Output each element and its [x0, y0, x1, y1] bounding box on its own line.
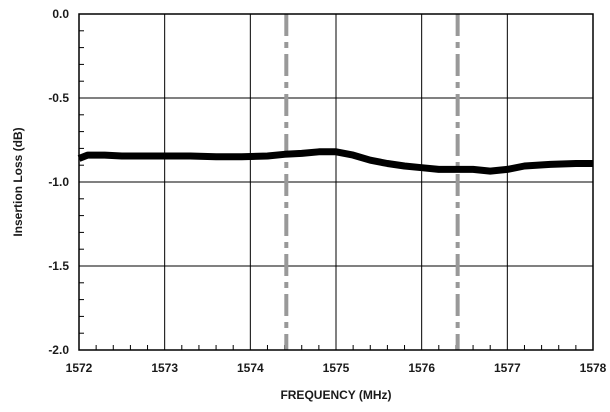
y-axis-title: Insertion Loss (dB): [11, 127, 25, 236]
x-tick-label: 1577: [494, 361, 521, 375]
y-tick-labels: 0.0 -0.5 -1.0 -1.5 -2.0: [48, 7, 69, 357]
x-tick-label: 1573: [151, 361, 178, 375]
x-tick-label: 1572: [66, 361, 93, 375]
y-tick-label: -1.0: [48, 175, 69, 189]
series-layer: [77, 148, 593, 175]
y-tick-label: -0.5: [48, 91, 69, 105]
x-tick-label: 1578: [580, 361, 607, 375]
y-tick-label: -2.0: [48, 343, 69, 357]
y-tick-label: -1.5: [48, 259, 69, 273]
x-tick-label: 1575: [323, 361, 350, 375]
y-tick-label: 0.0: [52, 7, 69, 21]
series-line: [77, 148, 593, 175]
x-tick-label: 1574: [237, 361, 264, 375]
plot-frame: [78, 13, 594, 351]
frequency-markers: [284, 14, 460, 350]
x-tick-labels: 1572 1573 1574 1575 1576 1577 1578: [66, 361, 607, 375]
x-tick-label: 1576: [408, 361, 435, 375]
x-axis-title: FREQUENCY (MHz): [280, 388, 391, 402]
